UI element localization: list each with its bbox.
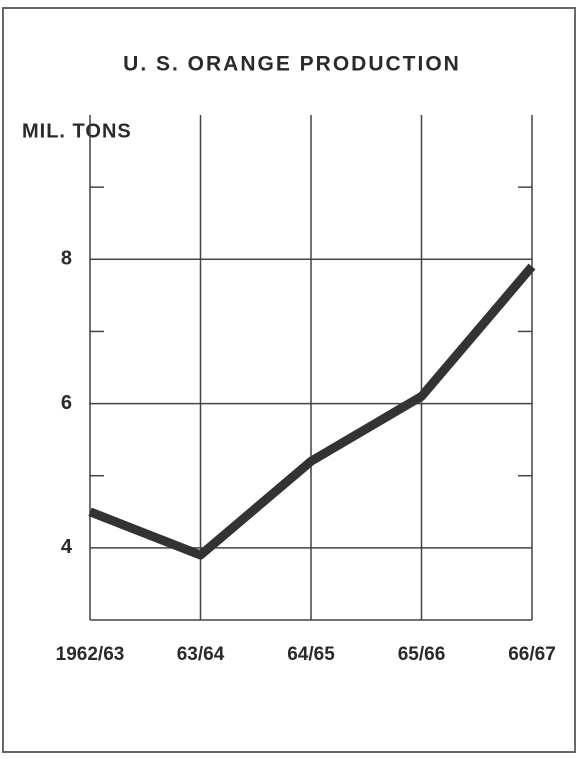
x-tick-label: 66/67 bbox=[508, 644, 556, 665]
y-tick-label: 8 bbox=[61, 248, 72, 270]
y-axis-label: MIL. TONS bbox=[22, 120, 132, 142]
chart-title: U. S. ORANGE PRODUCTION bbox=[123, 53, 461, 76]
y-tick-label: 4 bbox=[61, 536, 73, 558]
data-line bbox=[88, 263, 536, 560]
x-tick-label: 65/66 bbox=[398, 644, 446, 665]
frame bbox=[2, 7, 576, 753]
x-tick-label: 1962/63 bbox=[56, 644, 125, 665]
x-tick-label: 64/65 bbox=[287, 644, 335, 665]
y-tick-label: 6 bbox=[61, 392, 72, 414]
x-tick-label: 63/64 bbox=[177, 644, 225, 665]
